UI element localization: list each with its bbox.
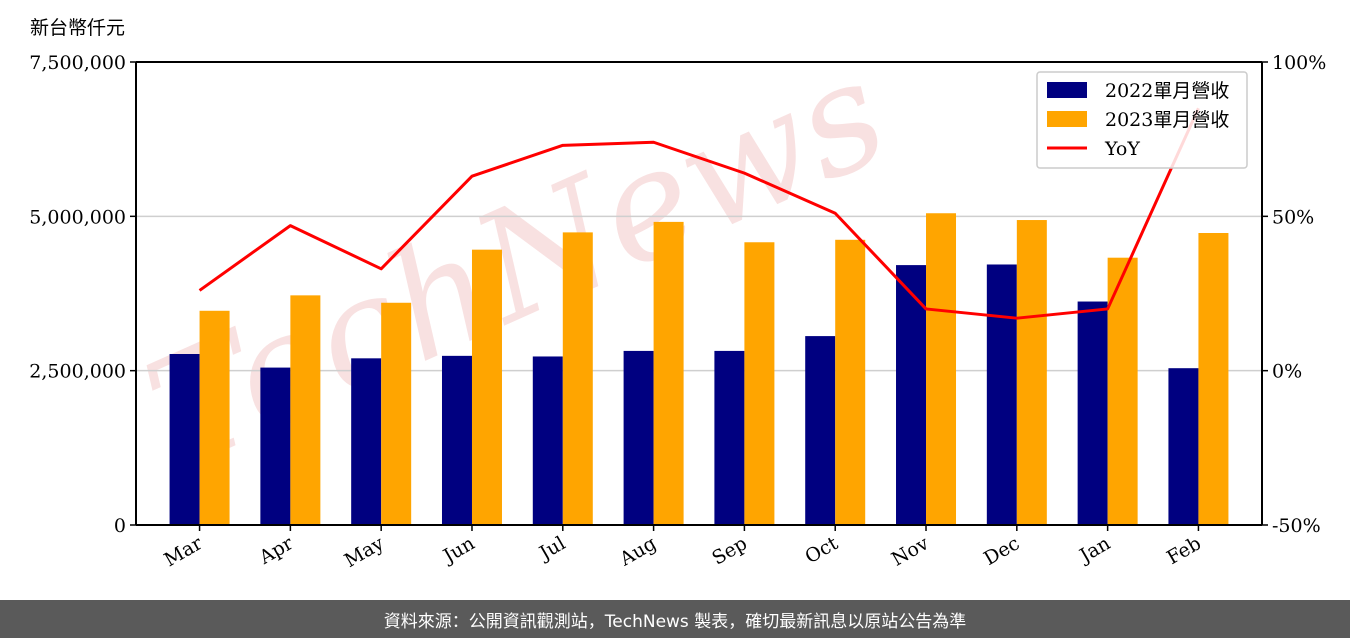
x-tick-label-may: May bbox=[341, 532, 388, 572]
bar-series1-mar bbox=[169, 353, 200, 525]
bar-series1-jul bbox=[532, 356, 563, 525]
bar-series1-sep bbox=[714, 350, 745, 525]
x-tick-label-aug: Aug bbox=[615, 532, 660, 571]
source-footer: 資料來源：公開資訊觀測站，TechNews 製表，確切最新訊息以原站公告為準 bbox=[0, 600, 1350, 638]
y2-tick-label: -50% bbox=[1272, 515, 1321, 537]
legend-label: YoY bbox=[1104, 138, 1140, 160]
bar-series2-jun bbox=[471, 249, 502, 526]
bar-series1-nov bbox=[896, 265, 927, 525]
bar-series2-feb bbox=[1198, 233, 1229, 525]
bar-series2-jul bbox=[562, 232, 593, 525]
y-tick-label: 2,500,000 bbox=[29, 361, 126, 383]
bar-series1-feb bbox=[1168, 368, 1199, 525]
yoy-line bbox=[198, 107, 1200, 320]
y-tick-label: 0 bbox=[114, 515, 126, 537]
chart: TechNews Mar Apr May Jun Jul Aug Sep Oct Nov Dec J… bbox=[29, 17, 1326, 572]
y2-tick-labels: -50% 0% 50% 100% bbox=[1262, 52, 1326, 537]
x-tick-labels: Mar Apr May Jun Jul Aug Sep Oct Nov Dec Jan Feb bbox=[161, 525, 1205, 572]
x-tick-label-feb: Feb bbox=[1163, 532, 1205, 569]
footer-text: 資料來源：公開資訊觀測站，TechNews 製表，確切最新訊息以原站公告為準 bbox=[383, 611, 967, 632]
bar-series2-aug bbox=[653, 221, 684, 525]
legend-label: 2022單月營收 bbox=[1105, 80, 1229, 102]
bar-series1-apr bbox=[260, 367, 291, 525]
x-tick-label-apr: Apr bbox=[255, 532, 298, 569]
legend-swatch bbox=[1047, 111, 1087, 127]
watermark: TechNews bbox=[124, 25, 910, 503]
bars bbox=[169, 213, 1229, 526]
bar-series2-dec bbox=[1016, 220, 1047, 525]
y2-tick-label: 50% bbox=[1272, 206, 1314, 228]
x-tick-label-mar: Mar bbox=[161, 532, 207, 571]
bar-series2-oct bbox=[835, 239, 866, 526]
legend: 2022單月營收 2023單月營收 YoY bbox=[1036, 71, 1248, 169]
x-tick-label-sep: Sep bbox=[708, 532, 751, 569]
y-tick-label: 7,500,000 bbox=[29, 52, 126, 74]
bar-series2-may bbox=[381, 302, 412, 525]
x-tick-label-oct: Oct bbox=[801, 532, 842, 568]
bar-series2-sep bbox=[744, 242, 775, 525]
y-tick-labels: 0 2,500,000 5,000,000 7,500,000 bbox=[29, 52, 136, 537]
bar-series1-jun bbox=[441, 355, 472, 525]
bar-series2-jan bbox=[1107, 257, 1138, 525]
legend-label: 2023單月營收 bbox=[1105, 109, 1229, 131]
x-tick-label-nov: Nov bbox=[888, 532, 933, 571]
bar-series2-apr bbox=[290, 295, 321, 525]
bar-series2-mar bbox=[199, 310, 230, 525]
grid-lines bbox=[136, 215, 1262, 372]
bar-series1-oct bbox=[805, 336, 836, 525]
bar-series1-dec bbox=[986, 264, 1017, 525]
legend-swatch bbox=[1047, 82, 1087, 98]
legend-box bbox=[1036, 71, 1248, 169]
yoy-line-layer bbox=[198, 107, 1200, 320]
x-tick-label-jul: Jul bbox=[534, 532, 569, 565]
x-tick-label-dec: Dec bbox=[980, 532, 1023, 570]
axes bbox=[135, 61, 1263, 526]
y-tick-label: 5,000,000 bbox=[29, 206, 126, 228]
x-tick-label-jan: Jan bbox=[1074, 532, 1114, 568]
svg-text:TechNews: TechNews bbox=[124, 25, 910, 503]
bar-series1-jan bbox=[1077, 301, 1108, 525]
y2-tick-label: 100% bbox=[1272, 52, 1326, 74]
bar-series1-may bbox=[351, 358, 382, 525]
x-tick-label-jun: Jun bbox=[438, 532, 479, 568]
bar-series1-aug bbox=[623, 350, 654, 525]
bar-series2-nov bbox=[926, 213, 957, 525]
y-axis-unit-label: 新台幣仟元 bbox=[30, 17, 125, 39]
y2-tick-label: 0% bbox=[1272, 361, 1302, 383]
